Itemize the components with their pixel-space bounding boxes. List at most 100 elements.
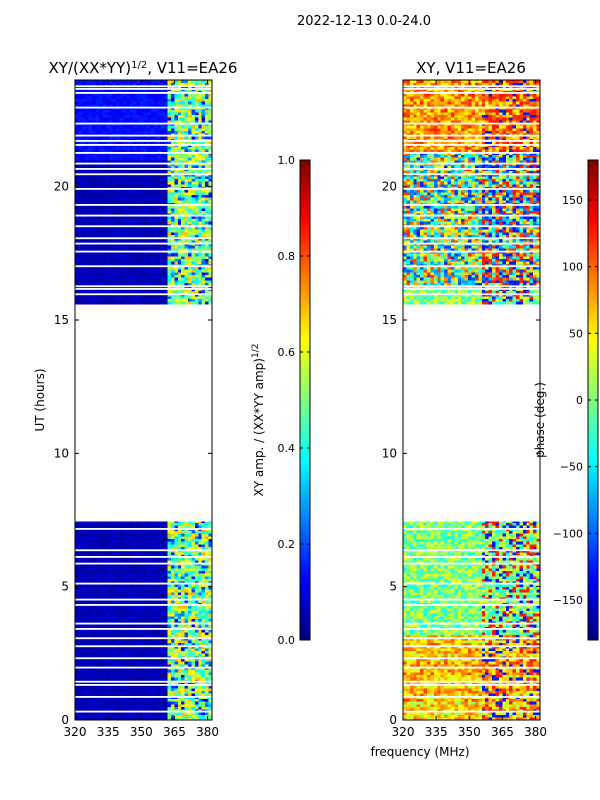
flagged-row: [403, 134, 540, 137]
flagged-row: [75, 657, 212, 660]
flagged-row: [403, 168, 540, 170]
flagged-row: [403, 710, 540, 713]
panel-1-flagged-rows: [75, 85, 212, 713]
flagged-row: [75, 696, 212, 698]
flagged-row: [75, 162, 212, 165]
flagged-row: [75, 680, 212, 683]
flagged-row: [75, 144, 212, 146]
colorbar-tick-label: 100: [562, 261, 583, 274]
y-tick-label: 15: [382, 313, 397, 327]
flagged-row: [403, 122, 540, 125]
colorbar-gradient: [299, 159, 311, 641]
x-tick-label: 380: [196, 725, 219, 739]
colorbar-tick-label: 0.2: [278, 538, 296, 551]
flagged-row: [403, 657, 540, 660]
colorbar-tick-label: −150: [553, 594, 583, 607]
flagged-row: [75, 188, 212, 190]
flagged-row: [75, 582, 212, 585]
flagged-row: [403, 288, 540, 290]
x-tick-label: 320: [392, 725, 415, 739]
flagged-row: [75, 237, 212, 240]
flagged-row: [75, 204, 212, 206]
flagged-row: [403, 204, 540, 206]
flagged-row: [75, 106, 212, 109]
colorbar-tick-label: 0.8: [278, 250, 296, 263]
x-tick-label: 320: [64, 725, 87, 739]
flagged-row: [403, 106, 540, 109]
colorbar-label: XY amp. / (XX*YY amp)1/2: [251, 344, 266, 497]
flagged-row: [75, 85, 212, 88]
flagged-row: [75, 122, 212, 125]
panel-1-title: XY/(XX*YY)1/2, V11=EA26: [49, 59, 238, 77]
flagged-row: [403, 152, 540, 154]
flagged-row: [75, 168, 212, 170]
panel-1-axes-frame: [74, 79, 213, 721]
flagged-row: [75, 598, 212, 601]
flagged-row: [403, 92, 540, 94]
y-tick-label: 0: [389, 713, 397, 727]
colorbar-tick-label: −50: [560, 461, 583, 474]
flagged-row: [403, 556, 540, 558]
flagged-row: [75, 622, 212, 625]
y-tick-label: 15: [54, 313, 69, 327]
flagged-row: [75, 666, 212, 669]
flagged-row: [403, 88, 540, 90]
flagged-row: [75, 604, 212, 606]
y-tick-label: 10: [54, 446, 69, 460]
flagged-row: [75, 173, 212, 176]
x-tick-label: 365: [491, 725, 514, 739]
flagged-row: [75, 285, 212, 288]
flagged-row: [403, 562, 540, 565]
flagged-row: [75, 645, 212, 648]
x-tick-label: 380: [524, 725, 547, 739]
flagged-row: [75, 92, 212, 94]
x-tick-label: 350: [130, 725, 153, 739]
colorbar-tick-label: −100: [553, 527, 583, 540]
colorbar-tick-label: 0.4: [278, 442, 296, 455]
flagged-row: [403, 696, 540, 698]
y-tick-label: 10: [382, 446, 397, 460]
colorbar-tick-label: 0: [576, 394, 583, 407]
flagged-row: [75, 628, 212, 630]
y-tick-label: 5: [61, 580, 69, 594]
flagged-row: [403, 237, 540, 240]
panel-1-colorbar: 0.0 0.2 0.4 0.6 0.8 1.0 XY amp. / (XX*YY amp)1…: [251, 154, 311, 647]
x-tick-label: 335: [425, 725, 448, 739]
flagged-row: [403, 265, 540, 268]
flagged-row: [403, 293, 540, 296]
y-axis-label: UT (hours): [33, 368, 47, 431]
flagged-row: [403, 250, 540, 253]
flagged-row: [403, 622, 540, 625]
flagged-row: [403, 645, 540, 648]
flagged-row: [403, 637, 540, 640]
flagged-row: [75, 710, 212, 713]
colorbar-tick-label: 0.6: [278, 346, 296, 359]
figure-suptitle: 2022-12-13 0.0-24.0: [297, 14, 431, 29]
flagged-row: [75, 288, 212, 290]
panel-2-flagged-rows: [403, 85, 540, 713]
y-tick-label: 5: [389, 580, 397, 594]
y-tick-label: 20: [54, 180, 69, 194]
flagged-row: [75, 250, 212, 253]
flagged-row: [75, 528, 212, 530]
flagged-row: [403, 680, 540, 683]
flagged-row: [75, 225, 212, 228]
flagged-row: [75, 265, 212, 268]
flagged-row: [403, 628, 540, 630]
flagged-row: [75, 242, 212, 245]
y-tick-label: 20: [382, 180, 397, 194]
flagged-row: [403, 162, 540, 165]
panel-2-colorbar: −150 −100 −50 0 50 100 150 phase (deg.): [533, 159, 599, 641]
y-tick-label: 0: [61, 713, 69, 727]
colorbar-tick-label: 50: [569, 327, 583, 340]
flagged-row: [75, 556, 212, 558]
x-axis-label: frequency (MHz): [370, 745, 469, 759]
flagged-row: [403, 140, 540, 142]
flagged-row: [403, 173, 540, 176]
flagged-row: [75, 140, 212, 142]
flagged-row: [403, 582, 540, 585]
colorbar-tick-label: 150: [562, 194, 583, 207]
colorbar-tick-label: 1.0: [278, 154, 296, 167]
panel-2-axes-frame: [402, 79, 541, 721]
